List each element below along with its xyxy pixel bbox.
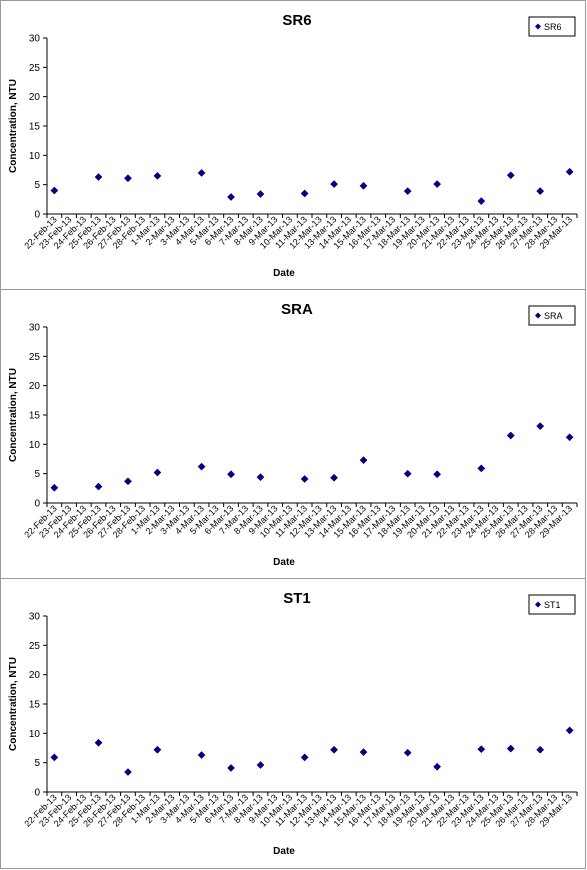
data-point	[94, 173, 103, 181]
legend: ST1	[528, 594, 576, 615]
chart-svg: ST105101520253022-Feb-1323-Feb-1324-Feb-…	[8, 590, 578, 857]
y-tick-label: 10	[29, 440, 41, 451]
y-tick-label: 25	[29, 641, 41, 652]
y-tick-label: 25	[29, 352, 41, 363]
data-point	[433, 470, 442, 479]
legend-box	[528, 16, 576, 37]
data-point	[477, 464, 486, 473]
data-point	[197, 168, 206, 177]
legend-label: ST1	[544, 600, 561, 610]
legend-box	[528, 594, 576, 615]
data-point	[403, 187, 412, 196]
y-tick-label: 15	[29, 122, 41, 133]
data-point	[433, 180, 442, 189]
y-tick-label: 30	[29, 612, 41, 623]
legend: SR6	[528, 16, 576, 37]
data-point	[536, 187, 545, 196]
data-point	[50, 483, 59, 492]
data-point	[536, 745, 545, 754]
data-point	[153, 745, 162, 754]
data-point	[153, 468, 162, 477]
data-point	[330, 473, 339, 482]
data-point	[124, 174, 132, 183]
data-point	[197, 462, 206, 471]
data-point	[506, 744, 515, 753]
y-tick-label: 20	[29, 381, 41, 392]
data-point	[359, 748, 368, 757]
y-tick-label: 15	[29, 411, 41, 422]
y-tick-label: 5	[34, 180, 40, 191]
legend-marker	[535, 312, 541, 319]
data-point	[506, 431, 515, 440]
y-tick-label: 5	[34, 469, 40, 480]
chart-panel-sr6: SR6 0 5 10 15 20 25 30 22-Feb-13 23-Feb-13 24-Feb-…	[0, 0, 586, 290]
y-tick-label: 0	[34, 499, 40, 510]
y-tick-label: 5	[34, 758, 40, 769]
data-point	[433, 762, 442, 771]
data-point	[50, 753, 59, 762]
data-point	[197, 751, 206, 759]
data-point	[565, 726, 574, 735]
y-tick-label: 10	[29, 729, 41, 740]
y-tick-label: 30	[29, 323, 41, 334]
y-tick-label: 0	[34, 210, 40, 221]
chart-title: SR6	[282, 12, 311, 29]
chart-panel-sra: SRA 0 5 10 15 20 25 30 22-Feb-13 23-Feb-13 24-Feb-…	[0, 289, 586, 579]
data-point	[477, 197, 486, 206]
data-point	[50, 186, 59, 195]
y-tick-label: 30	[29, 34, 41, 45]
data-point	[359, 456, 368, 465]
legend: SRA	[528, 305, 576, 326]
x-axis-title: Date	[273, 846, 295, 857]
x-axis-title: Date	[273, 557, 295, 568]
data-point	[256, 473, 265, 482]
y-tick-label: 0	[34, 788, 40, 799]
legend-marker	[535, 23, 541, 30]
y-tick-label: 15	[29, 700, 41, 711]
data-point	[403, 469, 412, 478]
x-axis-title: Date	[273, 268, 295, 279]
data-point	[300, 474, 309, 483]
data-point	[256, 190, 265, 199]
data-point	[227, 763, 235, 772]
chart-svg: SR605101520253022-Feb-1323-Feb-1324-Feb-…	[8, 12, 578, 279]
data-point	[403, 748, 412, 757]
data-point	[506, 171, 515, 180]
data-point	[153, 171, 162, 180]
y-axis-title: Concentration, NTU	[8, 79, 19, 173]
y-tick-label: 20	[29, 670, 41, 681]
legend-label: SR6	[544, 22, 562, 32]
chart-panel-st1: ST1 0 5 10 15 20 25 30 22-Feb-13 23-Feb-13 24-Feb-…	[0, 578, 586, 869]
y-axis-title: Concentration, NTU	[8, 368, 19, 462]
chart-title: ST1	[283, 590, 311, 607]
legend-box	[528, 305, 576, 326]
chart-title: SRA	[281, 301, 313, 318]
y-axis-title: Concentration, NTU	[8, 657, 19, 751]
data-point	[227, 470, 235, 479]
data-point	[124, 768, 132, 777]
data-point	[330, 745, 339, 754]
chart-svg: SRA05101520253022-Feb-1323-Feb-1324-Feb-…	[8, 301, 578, 568]
data-point	[359, 181, 368, 190]
legend-label: SRA	[544, 311, 563, 321]
data-point	[94, 738, 103, 747]
data-point	[300, 753, 309, 762]
data-point	[256, 761, 265, 769]
legend-marker	[535, 601, 541, 608]
data-point	[565, 433, 574, 442]
y-tick-label: 10	[29, 151, 41, 162]
y-tick-label: 25	[29, 63, 41, 74]
data-point	[227, 193, 235, 201]
data-point	[124, 477, 132, 486]
data-point	[300, 189, 309, 198]
data-point	[330, 180, 339, 189]
data-point	[536, 422, 545, 431]
data-point	[94, 482, 103, 491]
data-point	[477, 745, 486, 754]
y-tick-label: 20	[29, 92, 41, 103]
data-point	[565, 167, 574, 176]
